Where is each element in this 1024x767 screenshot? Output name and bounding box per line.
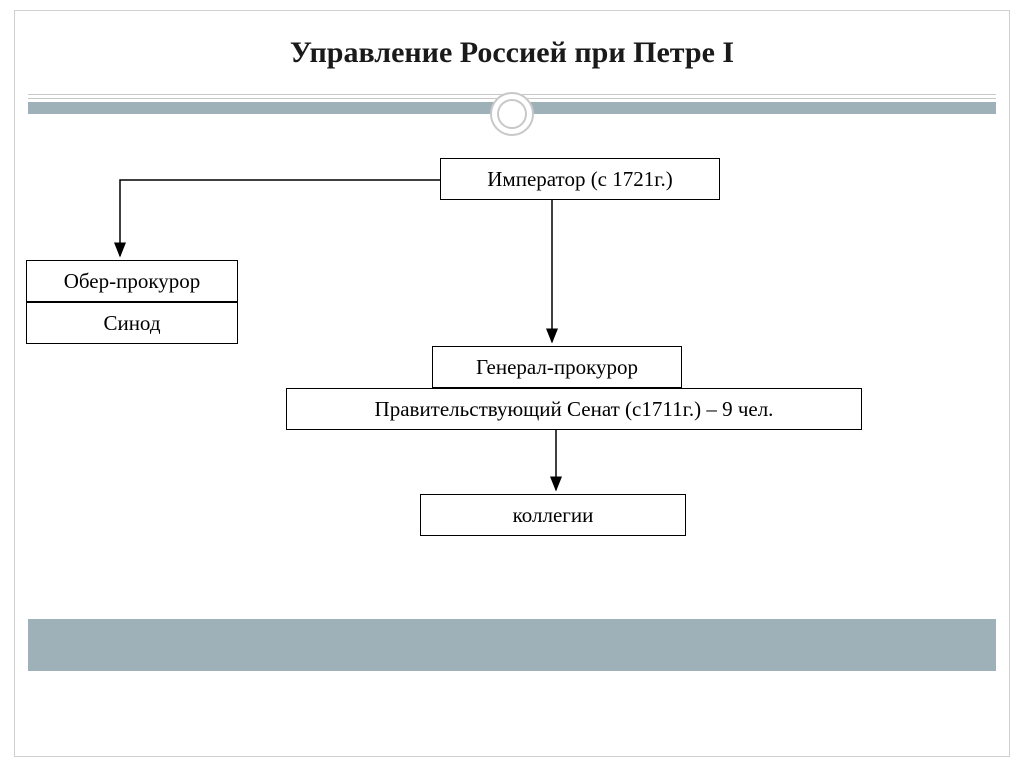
decor-circle-inner [497,99,527,129]
node-kollegii: коллегии [420,494,686,536]
decor-band-bottom [28,619,996,671]
node-senate: Правительствующий Сенат (с1711г.) – 9 че… [286,388,862,430]
node-general-prokuror: Генерал-прокурор [432,346,682,388]
node-emperor: Император (с 1721г.) [440,158,720,200]
node-ober-prokuror: Обер-прокурор [26,260,238,302]
page-title: Управление Россией при Петре I [0,36,1024,70]
node-synod: Синод [26,302,238,344]
